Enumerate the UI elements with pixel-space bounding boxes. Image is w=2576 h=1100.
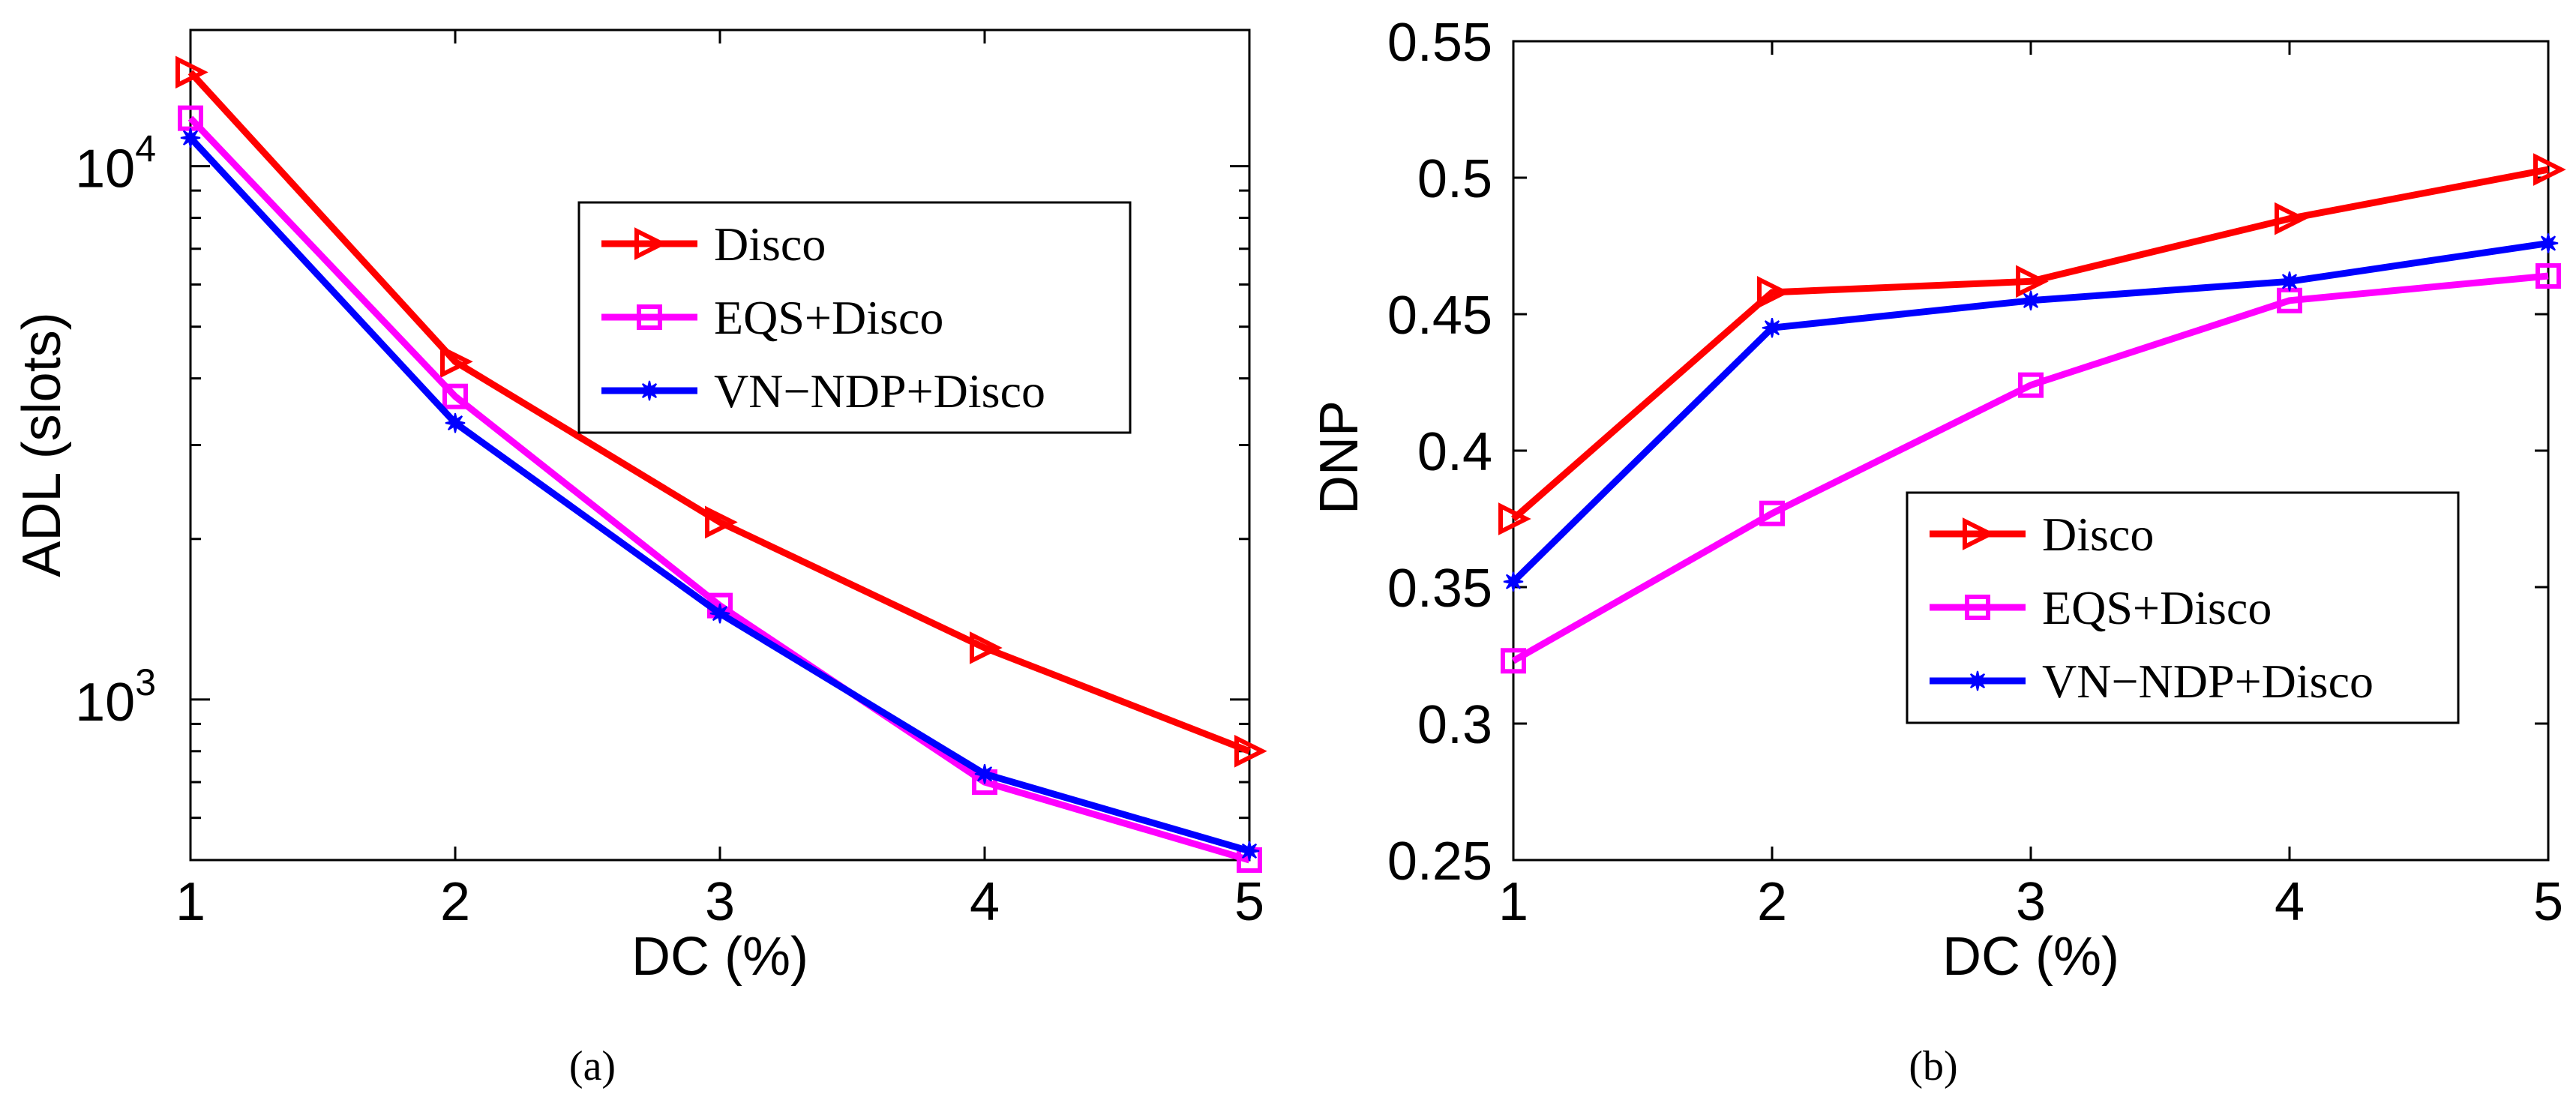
series-group (175, 55, 1267, 873)
legend-label: EQS+Disco (714, 291, 943, 344)
data-point (974, 763, 995, 784)
y-tick-label: 0.25 (1387, 832, 1492, 892)
y-tick-label: 0.45 (1387, 286, 1492, 346)
data-point (709, 603, 730, 624)
series-line (187, 70, 1251, 754)
y-tick-label: 0.3 (1417, 695, 1492, 755)
data-point (2279, 271, 2300, 292)
series-star (180, 127, 1260, 862)
x-tick-label: 3 (705, 872, 735, 932)
x-tick-labels: 1 2 3 4 5 (1498, 872, 2563, 932)
x-tick-label: 2 (440, 872, 470, 932)
data-point (705, 505, 738, 539)
y-tick-label: 0.5 (1417, 149, 1492, 209)
caption: (a) (569, 1043, 616, 1090)
data-point (2536, 263, 2561, 289)
series-triangle-right (1498, 153, 2566, 535)
chart-panel-a: 1 2 3 4 5 103 104 DC (%) ADL (slots) (a) Disc… (12, 28, 1267, 1090)
y-tick-labels: 0.25 0.3 0.35 0.4 0.45 0.5 0.55 (1387, 13, 1492, 892)
legend-item: Disco (1930, 508, 2154, 561)
data-point (442, 383, 468, 409)
data-point (2020, 290, 2041, 311)
legend-label: Disco (2042, 508, 2154, 561)
legend-item: Disco (601, 217, 826, 271)
x-tick-label: 1 (1498, 872, 1528, 932)
legend-label: EQS+Disco (2042, 581, 2272, 634)
x-tick-label: 2 (1757, 872, 1787, 932)
data-point (1503, 571, 1524, 592)
y-tick-labels: 103 104 (75, 128, 156, 733)
legend-item: VN−NDP+Disco (1930, 655, 2374, 708)
legend-label: Disco (714, 217, 826, 271)
data-point (1498, 502, 1531, 535)
legend-label: VN−NDP+Disco (714, 364, 1045, 418)
data-point (1759, 500, 1785, 526)
x-tick-labels: 1 2 3 4 5 (175, 872, 1264, 932)
y-tick-label: 103 (75, 661, 156, 733)
data-point (1501, 648, 1526, 674)
legend-item: EQS+Disco (601, 291, 943, 344)
data-point (2275, 202, 2308, 235)
data-point (970, 631, 1003, 664)
data-point (2538, 233, 2559, 253)
x-axis-label: DC (%) (1942, 927, 2119, 987)
x-tick-label: 5 (1234, 872, 1264, 932)
plot-area-frame (1512, 40, 2550, 862)
x-tick-label: 4 (2275, 872, 2305, 932)
x-axis-label: DC (%) (631, 927, 808, 987)
series-square (1501, 263, 2561, 674)
legend-marker (634, 227, 667, 260)
y-tick-label: 0.4 (1417, 422, 1492, 482)
y-axis-label: DNP (1309, 400, 1369, 514)
data-point (440, 345, 473, 379)
series-line (1511, 166, 2549, 522)
data-point (1239, 841, 1260, 862)
x-tick-label: 1 (175, 872, 205, 932)
y-axis-label: ADL (slots) (12, 312, 72, 577)
data-point (2016, 265, 2049, 298)
chart-panel-b: 1 2 3 4 5 0.25 0.3 0.35 0.4 0.45 0.5 0.55 DC (%) D… (1309, 13, 2566, 1090)
legend-item: EQS+Disco (1930, 581, 2272, 634)
x-tick-label: 3 (2016, 872, 2046, 932)
legend: Disco EQS+Disco VN−NDP+Disco (1906, 491, 2460, 724)
data-point (2533, 153, 2566, 186)
data-point (445, 412, 466, 433)
y-tick-label: 0.55 (1387, 13, 1492, 73)
legend-marker (639, 380, 660, 401)
legend-item: VN−NDP+Disco (601, 364, 1045, 418)
caption: (b) (1909, 1043, 1957, 1090)
y-tick-label: 104 (75, 128, 156, 199)
series-triangle-right (175, 55, 1267, 768)
series-star (1503, 233, 2559, 592)
data-point (1234, 734, 1267, 768)
legend-marker (637, 304, 662, 330)
y-tick-label: 0.35 (1387, 559, 1492, 619)
legend-marker (1963, 517, 1996, 550)
data-point (180, 127, 201, 148)
tick-marks (189, 30, 1251, 862)
data-point (1757, 276, 1790, 309)
series-line (1511, 272, 2549, 664)
legend: Disco EQS+Disco VN−NDP+Disco (577, 201, 1132, 434)
legend-marker (1965, 595, 1990, 620)
data-point (2018, 372, 2044, 398)
series-group (1498, 153, 2566, 674)
x-tick-label: 4 (970, 872, 1000, 932)
legend-marker (1967, 670, 1988, 691)
data-point (1762, 317, 1783, 338)
tick-marks (1512, 40, 2550, 862)
legend-label: VN−NDP+Disco (2042, 655, 2374, 708)
plot-area-frame (189, 28, 1251, 862)
x-tick-label: 5 (2533, 872, 2563, 932)
data-point (175, 55, 208, 89)
